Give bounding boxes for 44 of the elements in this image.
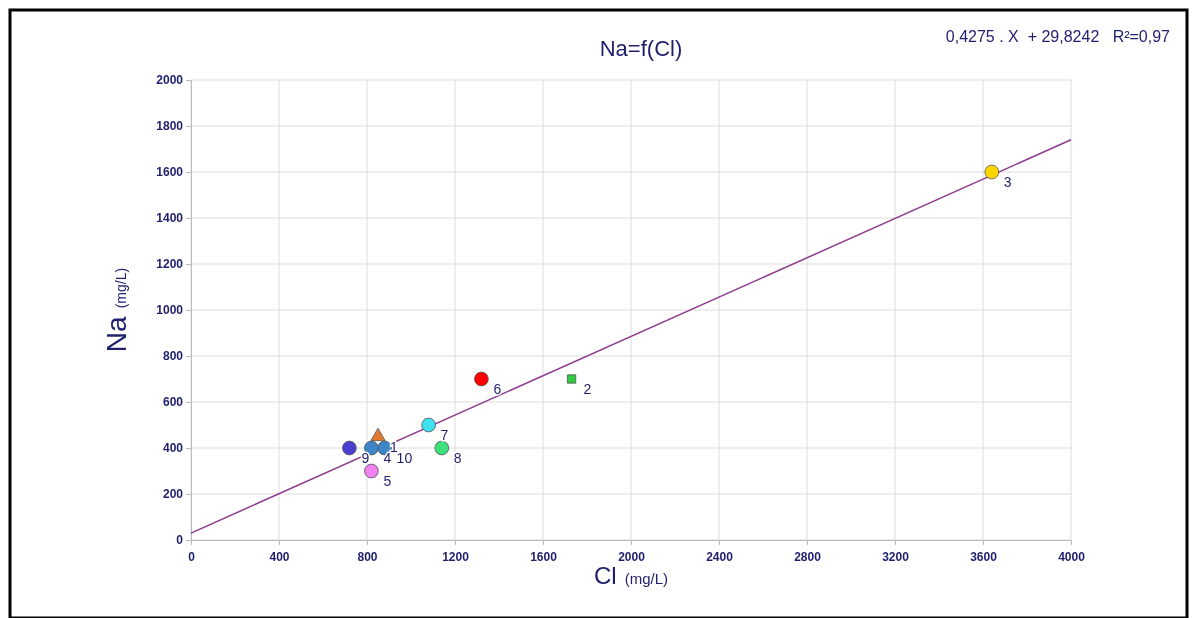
x-tick-label: 1200 [442, 550, 470, 565]
annotation: 1 [390, 438, 398, 455]
chart-title: Na=f(Cl) [599, 36, 683, 61]
y-tick-label: 1800 [156, 119, 184, 134]
y-tick-label: 600 [162, 395, 184, 410]
point [421, 417, 436, 433]
point [342, 440, 357, 456]
point [370, 427, 386, 442]
y-tick-label: 2000 [156, 73, 184, 88]
y-tick-label: 800 [162, 349, 184, 364]
point [364, 463, 379, 479]
point [474, 371, 489, 387]
y-tick-label: 1200 [156, 257, 184, 272]
x-tick-label: 2400 [706, 550, 734, 565]
y-tick-label: 0 [176, 533, 184, 548]
x-tick-label: 1600 [530, 550, 558, 565]
x-tick-label: 400 [269, 550, 290, 565]
x-tick-label: 3600 [970, 550, 998, 565]
x-tick-label: 2800 [794, 550, 822, 565]
annotation: 9 [361, 450, 370, 466]
y-tick-label: 1000 [156, 303, 184, 318]
annotation: 6 [493, 381, 502, 397]
y-axis-title: Na (mg/L) [101, 267, 132, 353]
annotation: 8 [453, 450, 462, 466]
x-tick-label: 4000 [1058, 550, 1086, 565]
annotation: 4 [383, 450, 392, 466]
annotation: 7 [440, 427, 449, 443]
annotation: 2 [583, 381, 592, 397]
y-tick-label: 200 [162, 487, 184, 502]
y-tick-label: 400 [162, 441, 184, 456]
y-tick-label: 1600 [156, 165, 184, 180]
x-tick-label: 3200 [882, 550, 910, 565]
x-tick-label: 2000 [618, 550, 646, 565]
point [567, 374, 577, 384]
annotation: 3 [1003, 174, 1012, 190]
x-axis-title: Cl (mg/L) [593, 562, 669, 589]
y-tick-label: 1400 [156, 211, 184, 226]
annotation: 5 [383, 473, 392, 489]
point [434, 440, 450, 456]
point [984, 164, 1000, 180]
x-tick-label: 0 [188, 550, 196, 565]
text: 0,4275 . X + 29,8242 R²=0,97 [945, 28, 1171, 45]
x-tick-label: 800 [357, 550, 378, 565]
annotation: 10 [396, 450, 413, 466]
